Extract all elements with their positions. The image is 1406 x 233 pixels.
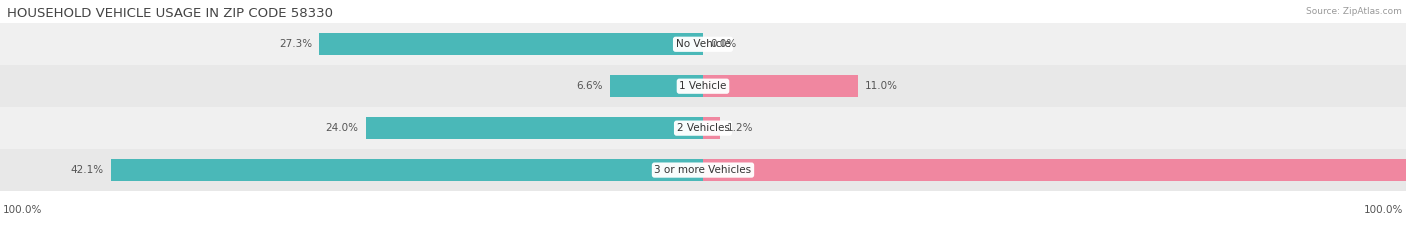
Text: 100.0%: 100.0% bbox=[1364, 205, 1403, 215]
Text: 42.1%: 42.1% bbox=[70, 165, 104, 175]
Bar bbox=[366, 117, 703, 139]
Text: 27.3%: 27.3% bbox=[278, 39, 312, 49]
Text: No Vehicle: No Vehicle bbox=[675, 39, 731, 49]
Bar bbox=[0, 149, 1406, 191]
Bar bbox=[703, 117, 720, 139]
Bar bbox=[703, 75, 858, 97]
Text: HOUSEHOLD VEHICLE USAGE IN ZIP CODE 58330: HOUSEHOLD VEHICLE USAGE IN ZIP CODE 5833… bbox=[7, 7, 333, 20]
Text: 0.0%: 0.0% bbox=[710, 39, 737, 49]
Text: 1 Vehicle: 1 Vehicle bbox=[679, 81, 727, 91]
Bar bbox=[319, 33, 703, 55]
Bar bbox=[703, 159, 1406, 181]
Bar bbox=[0, 23, 1406, 65]
Text: Source: ZipAtlas.com: Source: ZipAtlas.com bbox=[1306, 7, 1402, 16]
Bar bbox=[0, 65, 1406, 107]
Text: 3 or more Vehicles: 3 or more Vehicles bbox=[654, 165, 752, 175]
Text: 24.0%: 24.0% bbox=[326, 123, 359, 133]
Text: 100.0%: 100.0% bbox=[3, 205, 42, 215]
Bar bbox=[610, 75, 703, 97]
Text: 1.2%: 1.2% bbox=[727, 123, 754, 133]
Text: 6.6%: 6.6% bbox=[576, 81, 603, 91]
Text: 2 Vehicles: 2 Vehicles bbox=[676, 123, 730, 133]
Bar bbox=[111, 159, 703, 181]
Bar bbox=[0, 107, 1406, 149]
Text: 11.0%: 11.0% bbox=[865, 81, 897, 91]
